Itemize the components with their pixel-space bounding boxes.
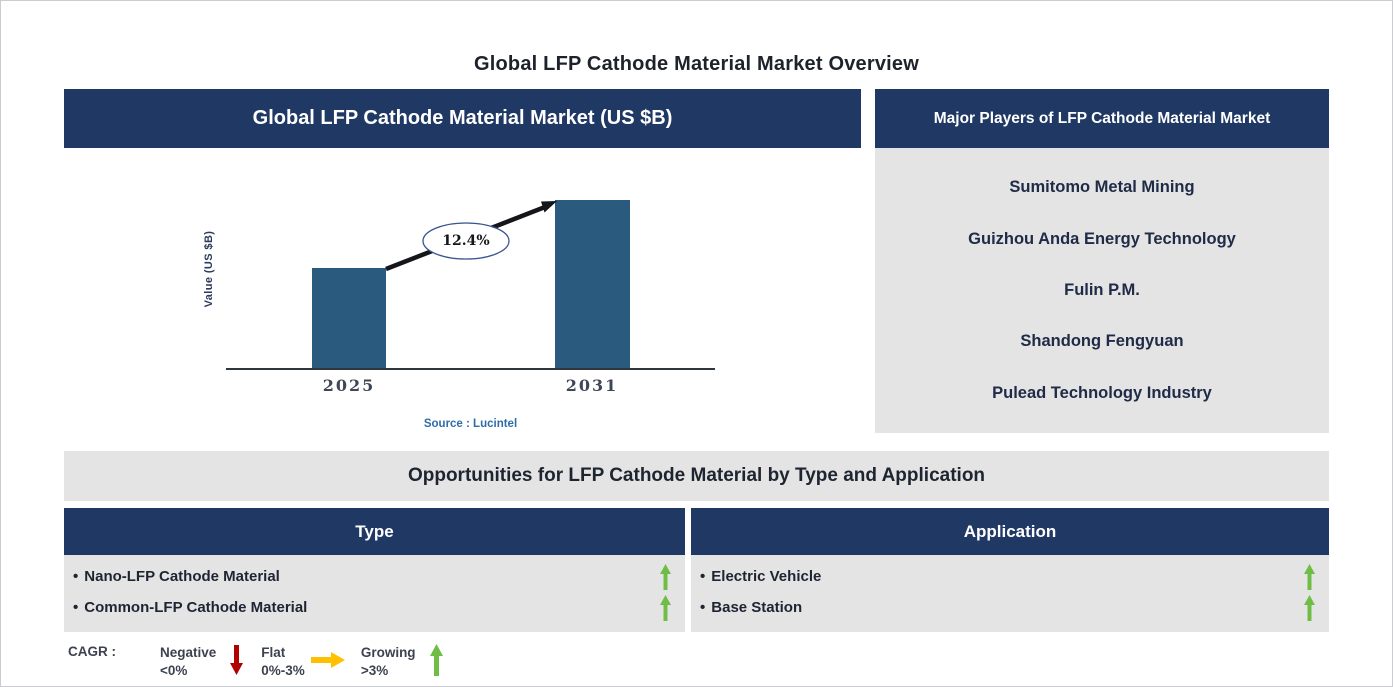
title-row: Global LFP Cathode Material Market Overv… <box>64 1 1329 89</box>
player-item: Fulin P.M. <box>1064 280 1140 299</box>
application-item-label: Base Station <box>711 599 803 616</box>
cagr-legend-label: CAGR : <box>68 644 116 659</box>
source-note: Source : Lucintel <box>423 418 518 430</box>
application-item-label: Electric Vehicle <box>711 568 822 585</box>
legend-entry-negative: Negative <0% <box>160 644 251 680</box>
type-body: • Nano-LFP Cathode Material • Common-LFP C… <box>64 555 685 632</box>
growing-up-arrow-icon <box>1304 594 1315 621</box>
bar-2031 <box>555 200 630 368</box>
legend-entry-growing: Growing >3% <box>361 644 443 680</box>
player-item: Guizhou Anda Energy Technology <box>968 229 1236 248</box>
bullet-icon: • <box>700 599 706 616</box>
major-players-list: Sumitomo Metal Mining Guizhou Anda Energ… <box>875 148 1329 433</box>
chart-panel-header: Global LFP Cathode Material Market (US $… <box>64 89 861 148</box>
legend-entry-flat: Flat 0%-3% <box>261 644 351 680</box>
list-item: • Nano-LFP Cathode Material <box>73 561 671 592</box>
player-item: Sumitomo Metal Mining <box>1009 178 1195 197</box>
list-item: • Electric Vehicle <box>700 561 1315 592</box>
bullet-icon: • <box>73 568 79 585</box>
growing-up-arrow-icon <box>429 644 443 676</box>
legend-range: 0%-3% <box>261 663 305 679</box>
list-item: • Common-LFP Cathode Material <box>73 592 671 623</box>
growth-arrow-head <box>541 201 557 213</box>
major-players-panel: Major Players of LFP Cathode Material Ma… <box>875 89 1329 442</box>
growth-arrow-and-bubble <box>385 201 557 272</box>
opportunities-banner: Opportunities for LFP Cathode Material b… <box>64 451 1329 501</box>
legend-name: Growing <box>360 645 416 660</box>
flat-right-arrow-icon <box>310 652 345 668</box>
major-players-header: Major Players of LFP Cathode Material Ma… <box>875 89 1329 148</box>
type-header: Type <box>64 508 685 555</box>
growing-up-arrow-icon <box>660 594 671 621</box>
type-column: Type • Nano-LFP Cathode Material • Common-… <box>64 508 685 632</box>
bar-chart: Value (US $B) 12.4% 2025 2031 Source : L… <box>64 148 861 442</box>
application-header: Application <box>691 508 1329 555</box>
legend-name: Negative <box>160 645 217 660</box>
market-chart-panel: Global LFP Cathode Material Market (US $… <box>64 89 861 442</box>
growing-up-arrow-icon <box>1304 563 1315 590</box>
x-tick-2025: 2025 <box>322 376 376 395</box>
cagr-bubble <box>422 222 510 260</box>
page-title: Global LFP Cathode Material Market Overv… <box>473 52 920 75</box>
legend-name: Flat <box>261 645 286 660</box>
list-item: • Base Station <box>700 592 1315 623</box>
cagr-legend: CAGR : Negative <0% Flat 0%-3% Growing >… <box>64 644 1329 680</box>
application-column: Application • Electric Vehicle • Base Stat… <box>691 508 1329 632</box>
growing-up-arrow-icon <box>660 563 671 590</box>
legend-range: <0% <box>160 663 188 679</box>
negative-down-arrow-icon <box>230 645 244 675</box>
legend-range: >3% <box>360 663 389 679</box>
bullet-icon: • <box>73 599 79 616</box>
bullet-icon: • <box>700 568 706 585</box>
cagr-value-label: 12.4% <box>442 233 490 249</box>
type-item-label: Nano-LFP Cathode Material <box>84 568 280 585</box>
x-axis <box>226 368 715 370</box>
player-item: Pulead Technology Industry <box>992 383 1212 402</box>
type-application-columns: Type • Nano-LFP Cathode Material • Common-… <box>64 508 1329 632</box>
player-item: Shandong Fengyuan <box>1020 332 1184 351</box>
x-tick-2031: 2031 <box>565 376 619 395</box>
type-item-label: Common-LFP Cathode Material <box>84 599 308 616</box>
application-body: • Electric Vehicle • Base Station <box>691 555 1329 632</box>
top-row: Global LFP Cathode Material Market (US $… <box>64 89 1329 442</box>
bar-2025 <box>312 268 386 368</box>
